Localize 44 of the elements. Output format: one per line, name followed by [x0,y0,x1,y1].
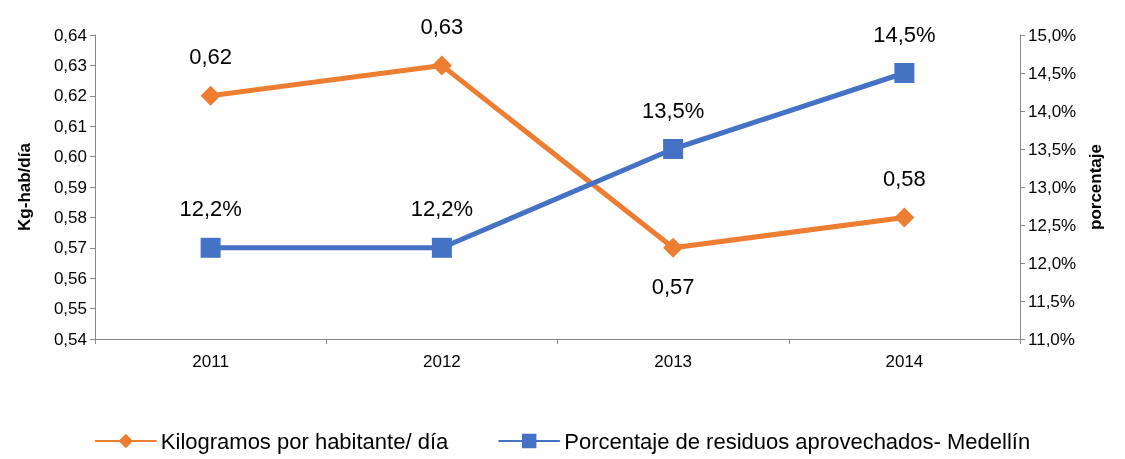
y2-tick-label: 13,0% [1028,177,1077,197]
point [431,237,452,258]
y-tick-label: 0,58 [53,207,87,227]
x-tick-label: 2012 [422,352,461,371]
y-tick-label: 0,64 [53,25,87,45]
point [200,85,221,106]
data-label: 14,5% [873,21,936,47]
y-tick-label: 0,56 [53,268,87,288]
y-axis-title: Kg-hab/día [15,142,34,231]
data-label: 0,58 [882,165,926,191]
data-label: 13,5% [641,97,705,123]
x-tick-label: 2014 [885,352,924,371]
y-tick-label: 0,59 [53,177,87,197]
point [894,63,915,83]
y2-tick-label: 11,5% [1028,291,1075,311]
y-tick-label: 0,60 [53,147,87,167]
point [894,207,915,228]
data-label: 12,2% [410,196,474,222]
data-label: 0,57 [651,274,695,300]
y2-tick-label: 11,0% [1028,329,1075,349]
y2-axis-title: porcentaje [1086,144,1106,230]
point [663,237,684,258]
y-tick-label: 0,54 [53,329,87,349]
y-tick-label: 0,62 [53,86,87,106]
legend-label: Porcentaje de residuos aprovechados- Medellín [564,428,1031,454]
y2-tick-label: 14,0% [1028,101,1077,121]
point [663,139,684,159]
y-tick-label: 0,55 [53,299,87,319]
data-label: 0,63 [420,13,464,39]
y2-tick-label: 14,5% [1028,63,1077,83]
point [200,237,221,258]
x-tick-label: 2013 [654,352,693,371]
y-tick-label: 0,57 [53,238,87,258]
y-tick-label: 0,63 [53,55,87,75]
y-tick-label: 0,61 [53,116,87,136]
y2-tick-label: 12,0% [1028,253,1077,273]
point [431,55,452,76]
data-label: 0,62 [189,44,233,70]
y2-tick-label: 12,5% [1028,215,1077,235]
y2-tick-label: 13,5% [1028,139,1077,159]
data-label: 12,2% [179,196,242,222]
y2-tick-label: 15,0% [1028,25,1077,45]
legend-label: Kilogramos por habitante/ día [160,428,449,454]
x-tick-label: 2011 [192,352,229,371]
